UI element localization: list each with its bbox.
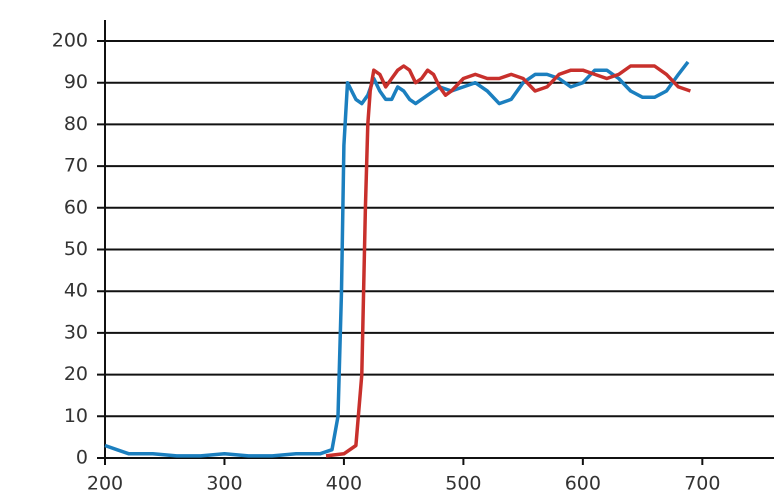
series-line	[104, 60, 690, 458]
y-tick-label: 0	[76, 447, 88, 469]
y-tick-label: 80	[64, 113, 88, 135]
x-tick-label: 200	[87, 473, 123, 495]
series-line	[325, 64, 691, 458]
x-tick-label: 400	[326, 473, 362, 495]
x-tick-label: 500	[445, 473, 481, 495]
y-tick-label: 60	[64, 196, 88, 218]
x-tick-label: 700	[684, 473, 720, 495]
y-tick-label: 70	[64, 155, 88, 177]
y-tick-label: 200	[52, 30, 88, 52]
x-tick-label: 300	[206, 473, 242, 495]
y-tick-label: 50	[64, 238, 88, 260]
x-tick-label: 600	[565, 473, 601, 495]
y-tick-label: 40	[64, 280, 88, 302]
y-tick-label: 30	[64, 321, 88, 343]
y-tick-label: 90	[64, 71, 88, 93]
y-tick-label: 10	[64, 405, 88, 427]
y-tick-label: 20	[64, 363, 88, 385]
